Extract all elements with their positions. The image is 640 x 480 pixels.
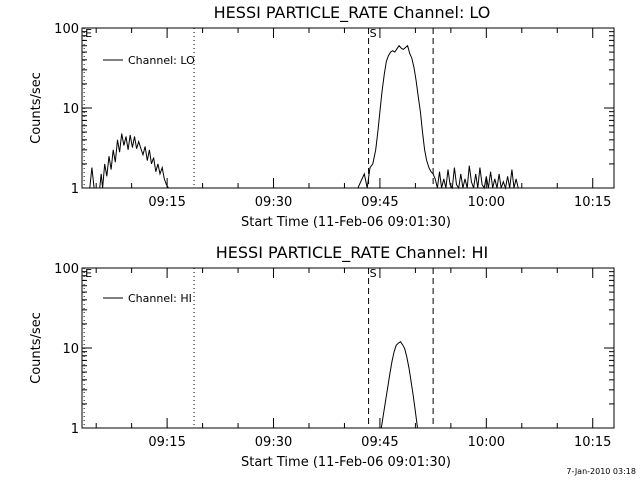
plot-frame bbox=[81, 27, 615, 189]
x-tick-label: 09:15 bbox=[148, 435, 185, 450]
y-tick-label: 1 bbox=[71, 422, 79, 437]
legend-label: Channel: HI bbox=[128, 292, 192, 305]
legend: Channel: LO bbox=[103, 54, 195, 67]
x-tick-label: 10:00 bbox=[468, 435, 505, 450]
x-tick-label: 10:15 bbox=[574, 435, 611, 450]
x-tick-label: 10:15 bbox=[574, 195, 611, 210]
y-tick-label: 100 bbox=[54, 22, 79, 37]
chart-title: HESSI PARTICLE_RATE Channel: LO bbox=[214, 3, 491, 23]
chart-title: HESSI PARTICLE_RATE Channel: HI bbox=[216, 243, 489, 263]
x-tick-label: 09:15 bbox=[148, 195, 185, 210]
y-tick-label: 1 bbox=[71, 182, 79, 197]
y-tick-label: 10 bbox=[62, 102, 79, 117]
x-tick-label: 09:45 bbox=[361, 195, 398, 210]
event-marker-label: E bbox=[85, 267, 92, 280]
y-axis-label: Counts/sec bbox=[29, 312, 44, 384]
x-axis-label: Start Time (11-Feb-06 09:01:30) bbox=[241, 455, 451, 470]
x-tick-label: 10:00 bbox=[468, 195, 505, 210]
event-marker-label: E bbox=[85, 27, 92, 40]
event-marker-label: S bbox=[370, 27, 377, 40]
legend-label: Channel: LO bbox=[128, 54, 195, 67]
plot-overlay: 1 10 100 09:15 09:30 09:45 10:00 10:15 E S bbox=[54, 22, 614, 210]
y-axis-label: Counts/sec bbox=[29, 72, 44, 144]
chart-panel-hi: HESSI PARTICLE_RATE Channel: HI Counts/s… bbox=[29, 243, 615, 470]
series-line bbox=[380, 341, 418, 429]
plot-overlay: 1 10 100 09:15 09:30 09:45 10:00 10:15 E S bbox=[54, 262, 614, 450]
y-tick-label: 100 bbox=[54, 262, 79, 277]
y-tick-label: 10 bbox=[62, 342, 79, 357]
chart-panel-lo: HESSI PARTICLE_RATE Channel: LO Counts/s… bbox=[29, 3, 615, 230]
event-marker-label: S bbox=[370, 267, 377, 280]
x-tick-label: 09:45 bbox=[361, 435, 398, 450]
x-axis-label: Start Time (11-Feb-06 09:01:30) bbox=[241, 215, 451, 230]
legend: Channel: HI bbox=[103, 292, 192, 305]
x-tick-label: 09:30 bbox=[255, 195, 292, 210]
series-line bbox=[89, 44, 521, 190]
x-tick-label: 09:30 bbox=[255, 435, 292, 450]
footer-timestamp: 7-Jan-2010 03:18 bbox=[566, 467, 636, 476]
